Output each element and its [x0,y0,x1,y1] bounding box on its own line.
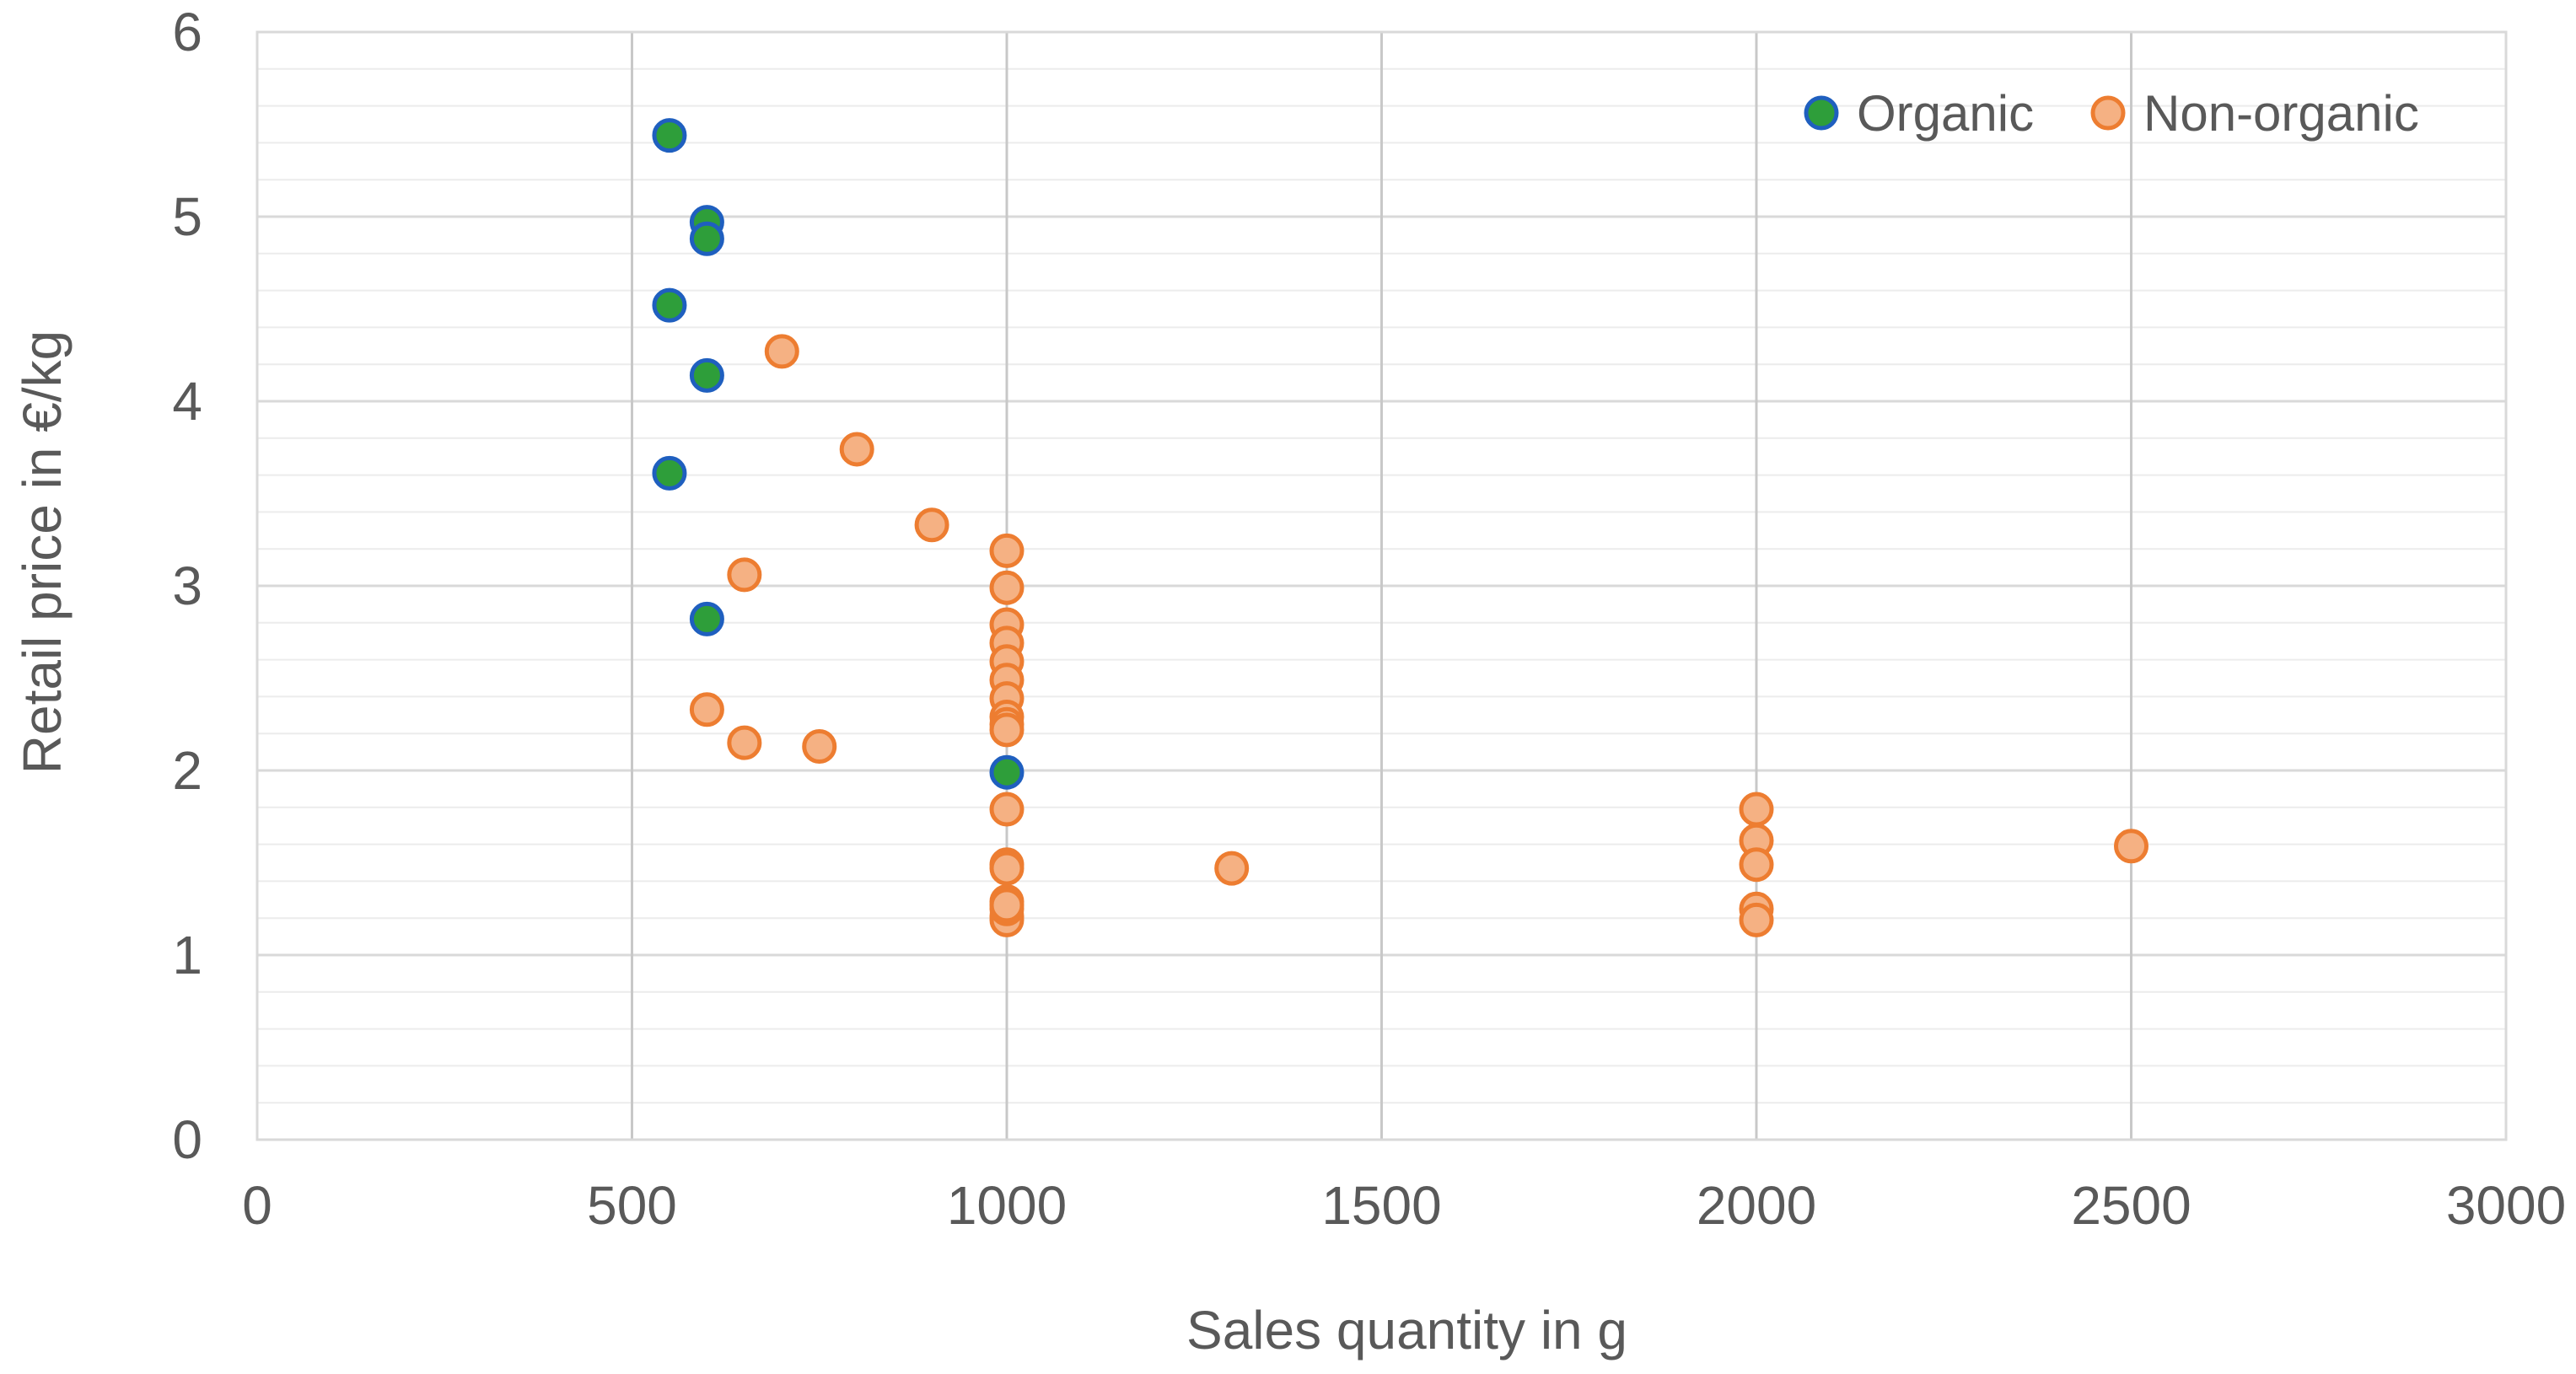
data-point-organic [689,357,724,393]
legend: Organic Non-organic [1804,85,2419,142]
y-tick-label: 6 [172,2,202,62]
y-axis-title: Retail price in €/kg [12,330,73,774]
data-point-non-organic [727,725,762,760]
data-point-non-organic [989,533,1024,568]
data-point-organic [652,455,687,491]
x-tick-label: 1000 [947,1175,1067,1236]
y-tick-label: 4 [172,371,202,432]
plot-area-border [255,30,2508,1141]
x-tick-label: 2000 [1697,1175,1816,1236]
data-point-non-organic [989,851,1024,886]
x-tick-label: 500 [587,1175,677,1236]
data-point-non-organic [764,334,799,369]
major-gridlines [257,32,2506,1140]
data-point-non-organic [727,557,762,593]
x-axis-title: Sales quantity in g [1186,1300,1627,1361]
x-tick-label: 3000 [2446,1175,2566,1236]
data-points [652,118,2148,937]
data-point-organic [652,287,687,323]
y-tick-label: 2 [172,740,202,801]
data-point-organic [689,221,724,256]
data-point-non-organic [989,792,1024,827]
x-tick-label: 0 [242,1175,272,1236]
x-tick-label: 1500 [1321,1175,1441,1236]
y-tick-label: 3 [172,556,202,616]
x-tick-label: 2500 [2071,1175,2191,1236]
y-tick-label: 1 [172,925,202,985]
data-point-non-organic [1739,792,1774,827]
data-point-non-organic [1214,851,1250,886]
legend-label-non-organic: Non-organic [2143,85,2419,142]
legend-marker-organic [1804,95,1839,131]
data-point-organic [989,754,1024,790]
legend-marker-non-organic [2090,95,2126,131]
data-point-non-organic [989,888,1024,923]
data-point-non-organic [1739,847,1774,883]
data-point-non-organic [802,729,837,765]
legend-label-organic: Organic [1857,85,2034,142]
data-point-non-organic [1739,902,1774,937]
x-axis-tick-labels: 0 500 1000 1500 2000 2500 3000 [242,1175,2566,1236]
data-point-non-organic [839,432,874,467]
data-point-non-organic [2114,829,2148,864]
data-point-non-organic [914,507,949,543]
data-point-organic [689,601,724,636]
y-tick-label: 5 [172,186,202,247]
y-axis-tick-labels: 0 1 2 3 4 5 6 [172,2,202,1170]
data-point-non-organic [989,570,1024,605]
data-point-non-organic [689,692,724,727]
data-point-non-organic [989,712,1024,748]
data-point-organic [652,118,687,153]
y-tick-label: 0 [172,1109,202,1170]
